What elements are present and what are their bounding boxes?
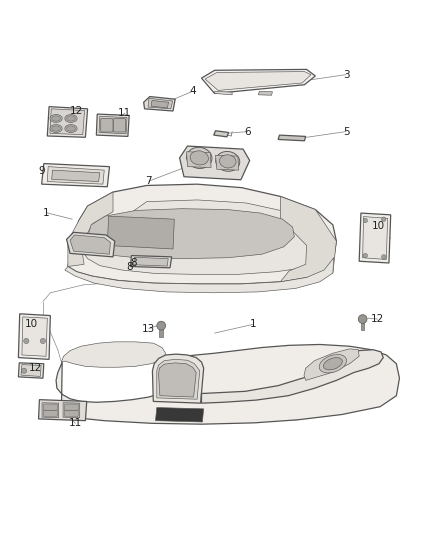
FancyBboxPatch shape	[101, 118, 113, 132]
Polygon shape	[152, 354, 204, 403]
Polygon shape	[61, 342, 166, 367]
Polygon shape	[159, 363, 196, 397]
Text: 9: 9	[38, 166, 45, 176]
FancyBboxPatch shape	[43, 410, 57, 416]
Polygon shape	[361, 320, 364, 330]
Text: 4: 4	[189, 86, 196, 96]
Circle shape	[157, 321, 166, 330]
Polygon shape	[134, 257, 168, 266]
Ellipse shape	[50, 115, 62, 123]
Circle shape	[24, 338, 29, 344]
Ellipse shape	[319, 354, 346, 373]
Polygon shape	[148, 98, 173, 109]
Polygon shape	[214, 131, 229, 137]
Polygon shape	[151, 101, 169, 108]
Ellipse shape	[67, 126, 75, 131]
Polygon shape	[70, 235, 110, 254]
Polygon shape	[52, 170, 100, 182]
Polygon shape	[363, 216, 388, 260]
Text: 5: 5	[343, 127, 350, 136]
Text: 12: 12	[70, 106, 83, 116]
Ellipse shape	[187, 147, 212, 168]
Polygon shape	[99, 116, 127, 134]
Circle shape	[40, 338, 46, 344]
Polygon shape	[65, 258, 334, 293]
Text: 7: 7	[145, 176, 152, 186]
Polygon shape	[359, 213, 391, 263]
Polygon shape	[96, 114, 129, 136]
Circle shape	[358, 314, 367, 324]
Polygon shape	[47, 107, 88, 138]
Polygon shape	[180, 146, 250, 180]
Polygon shape	[68, 184, 336, 284]
Polygon shape	[155, 408, 204, 422]
Circle shape	[21, 368, 27, 374]
Text: 8: 8	[126, 262, 133, 272]
Circle shape	[381, 255, 386, 259]
Polygon shape	[42, 164, 110, 187]
Polygon shape	[215, 91, 232, 95]
Polygon shape	[258, 91, 272, 95]
Polygon shape	[42, 403, 59, 418]
Polygon shape	[215, 155, 239, 170]
Text: 1: 1	[42, 208, 49, 217]
Circle shape	[381, 217, 386, 221]
Polygon shape	[18, 314, 50, 359]
Circle shape	[363, 253, 367, 258]
Polygon shape	[22, 317, 47, 356]
Ellipse shape	[219, 155, 236, 168]
Polygon shape	[67, 232, 115, 257]
Polygon shape	[68, 192, 113, 266]
Polygon shape	[201, 350, 383, 403]
Polygon shape	[21, 365, 41, 376]
Polygon shape	[144, 96, 175, 111]
Polygon shape	[201, 69, 315, 93]
Ellipse shape	[323, 358, 343, 370]
Polygon shape	[18, 363, 44, 378]
Polygon shape	[88, 209, 294, 259]
FancyBboxPatch shape	[43, 404, 57, 410]
Polygon shape	[47, 167, 104, 184]
Text: 3: 3	[343, 70, 350, 79]
Text: 11: 11	[69, 418, 82, 429]
Polygon shape	[107, 216, 174, 249]
Text: 6: 6	[244, 127, 251, 136]
Circle shape	[363, 219, 367, 223]
Text: 11: 11	[118, 108, 131, 118]
Polygon shape	[56, 344, 399, 424]
Ellipse shape	[65, 125, 77, 133]
Text: 8: 8	[130, 258, 137, 268]
Ellipse shape	[52, 116, 60, 121]
Ellipse shape	[67, 116, 75, 121]
Ellipse shape	[216, 151, 240, 171]
Polygon shape	[187, 152, 211, 167]
FancyBboxPatch shape	[113, 118, 126, 132]
Text: 13: 13	[142, 324, 155, 334]
Polygon shape	[50, 109, 85, 135]
Ellipse shape	[50, 125, 62, 133]
Polygon shape	[159, 327, 163, 336]
Text: 12: 12	[29, 363, 42, 373]
Ellipse shape	[190, 151, 208, 165]
Text: 10: 10	[372, 221, 385, 231]
Ellipse shape	[65, 115, 77, 123]
Polygon shape	[157, 359, 200, 399]
FancyBboxPatch shape	[64, 404, 78, 410]
Text: 12: 12	[371, 314, 384, 324]
Text: 10: 10	[25, 319, 38, 329]
Polygon shape	[278, 135, 306, 141]
Text: 1: 1	[250, 319, 257, 329]
Polygon shape	[82, 200, 333, 274]
Polygon shape	[280, 197, 336, 282]
Polygon shape	[39, 400, 87, 421]
FancyBboxPatch shape	[64, 410, 78, 416]
Polygon shape	[304, 349, 359, 381]
Polygon shape	[131, 255, 172, 268]
Polygon shape	[63, 403, 80, 418]
Polygon shape	[205, 71, 311, 91]
Ellipse shape	[52, 126, 60, 131]
